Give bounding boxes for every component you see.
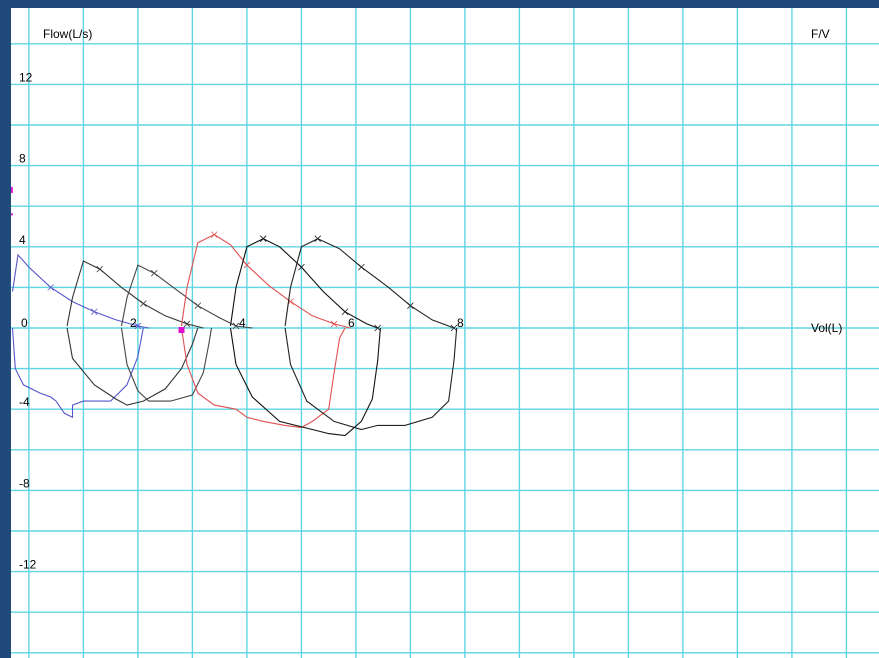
grid-layer bbox=[11, 8, 879, 658]
x-axis-label: Vol(L) bbox=[811, 321, 842, 335]
x-tick-label: 4 bbox=[239, 316, 246, 330]
series-6-inspiratory-curve bbox=[284, 327, 458, 431]
series-2-expiratory-curve bbox=[66, 260, 204, 329]
label-layer: Flow(L/s) F/V Vol(L) 12 8 4 -4 -8 -12 0 2 4 6 8 bbox=[19, 27, 842, 572]
series-3-expiratory-curve bbox=[120, 264, 253, 329]
series-6-tick-mark bbox=[358, 263, 365, 271]
y-axis-label: Flow(L/s) bbox=[43, 27, 92, 41]
series-1-expiratory-curve bbox=[11, 253, 149, 329]
series-1-tick-mark bbox=[134, 322, 142, 330]
y-tick-label: -4 bbox=[19, 395, 30, 409]
flow-volume-chart: Flow(L/s) F/V Vol(L) 12 8 4 -4 -8 -12 0 2 4 6 8 bbox=[11, 8, 879, 658]
chart-title: F/V bbox=[811, 27, 830, 41]
series-1-tick-mark bbox=[47, 284, 54, 291]
series-5-expiratory-curve bbox=[229, 238, 378, 329]
series-4-inspiratory-curve bbox=[180, 327, 346, 429]
y-tick-label: 4 bbox=[19, 233, 26, 247]
marker-square bbox=[178, 327, 185, 334]
series-5-tick-mark bbox=[298, 263, 305, 271]
x-tick-label: 0 bbox=[21, 316, 28, 330]
marker-layer bbox=[11, 186, 185, 334]
series-2-tick-mark bbox=[140, 300, 147, 307]
series-4-tick-mark bbox=[210, 231, 218, 238]
series-3-inspiratory-curve bbox=[120, 327, 213, 402]
series-1-tick-mark bbox=[91, 308, 98, 316]
series-6-tick-mark bbox=[314, 235, 322, 242]
plot-panel: Flow(L/s) F/V Vol(L) 12 8 4 -4 -8 -12 0 2 4 6 8 bbox=[11, 8, 879, 658]
series-5-tick-mark bbox=[341, 308, 349, 316]
y-tick-label: -12 bbox=[19, 558, 37, 572]
series-5-inspiratory-curve bbox=[229, 327, 381, 437]
series-layer bbox=[11, 231, 458, 437]
series-4-tick-mark bbox=[330, 320, 338, 328]
x-tick-label: 6 bbox=[348, 316, 355, 330]
series-5-tick-mark bbox=[259, 235, 267, 242]
x-tick-label: 8 bbox=[457, 316, 464, 330]
series-3-tick-mark bbox=[194, 302, 202, 309]
series-6-tick-mark bbox=[407, 302, 414, 309]
series-3-tick-mark bbox=[232, 322, 240, 330]
series-2-tick-mark bbox=[183, 320, 191, 328]
series-2-inspiratory-curve bbox=[66, 327, 199, 406]
series-2-tick-mark bbox=[96, 265, 104, 273]
series-4-tick-mark bbox=[243, 261, 251, 269]
y-tick-label: 8 bbox=[19, 152, 26, 166]
series-6-expiratory-curve bbox=[284, 238, 455, 329]
marker-dash bbox=[11, 213, 13, 216]
marker-square bbox=[11, 186, 13, 193]
y-tick-label: -8 bbox=[19, 476, 30, 490]
series-4-expiratory-curve bbox=[180, 233, 351, 329]
series-3-tick-mark bbox=[150, 269, 158, 277]
series-5-tick-mark bbox=[374, 324, 381, 332]
x-tick-label: 2 bbox=[130, 316, 137, 330]
y-tick-label: 12 bbox=[19, 70, 33, 84]
series-6-tick-mark bbox=[450, 324, 458, 332]
series-1-inspiratory-curve bbox=[11, 327, 144, 419]
